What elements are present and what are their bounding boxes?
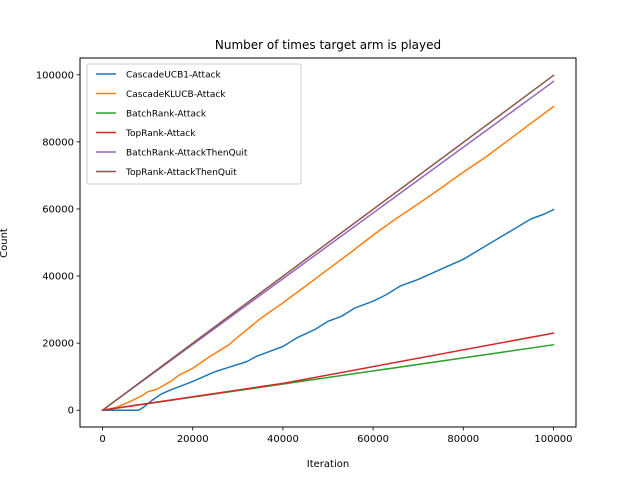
series-layer bbox=[101, 74, 555, 412]
y-axis-label: Count bbox=[0, 228, 10, 258]
x-tick-label: 0 bbox=[99, 434, 105, 445]
y-tick-label: 20000 bbox=[42, 339, 74, 350]
y-tick-label: 80000 bbox=[42, 137, 74, 148]
series-line-1 bbox=[101, 105, 555, 412]
legend-label-2: BatchRank-Attack bbox=[126, 110, 207, 120]
x-axis-label: Iteration bbox=[307, 459, 349, 470]
x-tick-label: 60000 bbox=[357, 434, 389, 445]
x-tick-label: 100000 bbox=[534, 434, 572, 445]
legend-label-4: BatchRank-AttackThenQuit bbox=[126, 149, 248, 159]
plot-frame bbox=[79, 57, 577, 428]
y-tick-label: 60000 bbox=[42, 204, 74, 215]
x-tick-label: 20000 bbox=[177, 434, 209, 445]
y-tick-label: 100000 bbox=[36, 70, 74, 81]
legend-label-0: CascadeUCB1-Attack bbox=[126, 71, 222, 81]
legend-label-3: TopRank-Attack bbox=[125, 129, 196, 139]
series-line-0 bbox=[101, 208, 555, 411]
series-line-3 bbox=[101, 332, 555, 412]
legend-box bbox=[86, 63, 302, 185]
x-tick-label: 80000 bbox=[447, 434, 479, 445]
y-tick-label: 0 bbox=[68, 406, 74, 417]
chart-title: Number of times target arm is played bbox=[215, 38, 441, 52]
legend-label-5: TopRank-AttackThenQuit bbox=[125, 168, 237, 178]
series-line-5 bbox=[101, 74, 555, 412]
legend-label-1: CascadeKLUCB-Attack bbox=[126, 90, 226, 100]
axes-layer: 0 20000 40000 60000 80000 100000 0 20000 40000 60… bbox=[36, 70, 573, 445]
x-tick-label: 40000 bbox=[267, 434, 299, 445]
series-line-4 bbox=[101, 80, 555, 412]
legend: CascadeUCB1-Attack CascadeKLUCB-Attack Bat… bbox=[86, 63, 302, 185]
y-tick-label: 40000 bbox=[42, 272, 74, 283]
